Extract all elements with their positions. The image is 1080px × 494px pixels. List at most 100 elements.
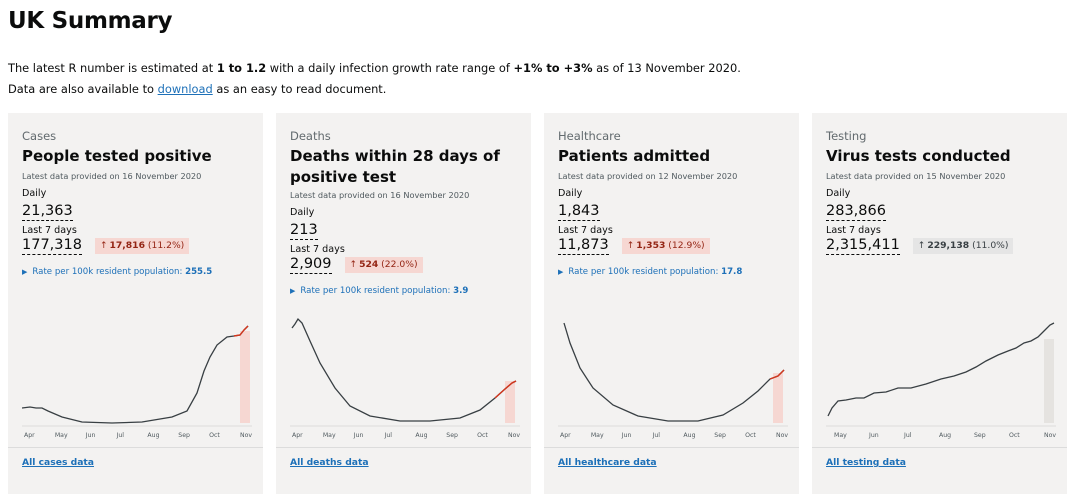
month-tick-label: Jul bbox=[116, 432, 125, 439]
trend-line bbox=[22, 325, 249, 424]
week-stat: Last 7 days 177,318 ↑ 17,816 (11.2%) bbox=[22, 225, 253, 255]
month-tick-label: Nov bbox=[508, 432, 520, 439]
download-prefix: Data are also available to bbox=[8, 82, 158, 96]
arrow-up-icon: ↑ bbox=[626, 241, 635, 251]
month-tick-label: Aug bbox=[415, 432, 427, 439]
change-value: 229,138 bbox=[927, 240, 970, 251]
recent-trend-line bbox=[233, 325, 249, 337]
rate-label: Rate per 100k resident population: bbox=[568, 267, 722, 277]
sparkline-chart: Apr May Jun Jul Aug Sep Oct Nov bbox=[22, 313, 254, 443]
card-title[interactable]: Deaths within 28 days of positive test bbox=[290, 147, 500, 186]
daily-value[interactable]: 283,866 bbox=[826, 203, 886, 221]
rate-value: 255.5 bbox=[185, 267, 213, 277]
all-data-link[interactable]: All testing data bbox=[826, 457, 906, 468]
week-label: Last 7 days bbox=[826, 225, 881, 236]
arrow-up-icon: ↑ bbox=[99, 241, 108, 251]
daily-label: Daily bbox=[22, 188, 47, 199]
expand-triangle-icon: ▶ bbox=[22, 268, 28, 276]
change-badge: ↑ 229,138 (11.0%) bbox=[912, 238, 1014, 254]
recent-trend-line bbox=[494, 380, 517, 399]
card-title[interactable]: People tested positive bbox=[22, 147, 212, 165]
month-tick-label: Oct bbox=[745, 432, 756, 439]
month-tick-label: May bbox=[55, 432, 68, 439]
month-tick-label: Sep bbox=[178, 432, 190, 439]
card-stats: Latest data provided on 16 November 2020… bbox=[290, 190, 521, 296]
month-tick-label: May bbox=[591, 432, 604, 439]
summary-card-healthcare: Healthcare Patients admitted Latest data… bbox=[544, 113, 799, 494]
arrow-up-icon: ↑ bbox=[917, 241, 926, 251]
week-label: Last 7 days bbox=[558, 225, 613, 236]
sparkline-svg: Apr May Jun Jul Aug Sep Oct Nov bbox=[290, 317, 520, 439]
month-tick-label: Nov bbox=[240, 432, 252, 439]
month-tick-label: Nov bbox=[776, 432, 788, 439]
daily-stat: Daily 1,843 bbox=[558, 188, 789, 221]
rate-value: 17.8 bbox=[721, 267, 743, 277]
change-value: 524 bbox=[359, 259, 379, 270]
summary-card-testing: Testing Virus tests conducted Latest dat… bbox=[812, 113, 1067, 494]
intro-suffix: as of 13 November 2020. bbox=[592, 61, 741, 75]
week-value[interactable]: 2,909 bbox=[290, 256, 332, 274]
r-range: 1 to 1.2 bbox=[216, 61, 267, 75]
latest-data-date: Latest data provided on 16 November 2020 bbox=[22, 171, 202, 181]
change-badge: ↑ 524 (22.0%) bbox=[344, 257, 423, 273]
change-percent: (12.9%) bbox=[668, 240, 705, 251]
download-suffix: as an easy to read document. bbox=[212, 82, 387, 96]
month-tick-label: Nov bbox=[1044, 432, 1056, 439]
month-tick-label: Apr bbox=[292, 432, 303, 439]
daily-stat: Daily 213 bbox=[290, 207, 521, 240]
rate-value: 3.9 bbox=[453, 286, 469, 296]
sparkline-svg: May Jun Jul Aug Sep Oct Nov bbox=[826, 322, 1056, 439]
month-tick-label: Jul bbox=[652, 432, 661, 439]
daily-value[interactable]: 213 bbox=[290, 222, 318, 240]
download-link[interactable]: download bbox=[157, 82, 213, 96]
rate-toggle[interactable]: ▶ Rate per 100k resident population: 3.9 bbox=[290, 286, 521, 296]
month-tick-label: Aug bbox=[147, 432, 159, 439]
week-value[interactable]: 177,318 bbox=[22, 237, 82, 255]
r-number-sentence: The latest R number is estimated at 1 to… bbox=[8, 58, 741, 79]
change-percent: (22.0%) bbox=[381, 259, 418, 270]
month-tick-label: Aug bbox=[683, 432, 695, 439]
card-title[interactable]: Patients admitted bbox=[558, 147, 711, 165]
month-tick-label: Jun bbox=[85, 432, 96, 439]
rate-toggle[interactable]: ▶ Rate per 100k resident population: 255.… bbox=[22, 267, 253, 277]
daily-value[interactable]: 1,843 bbox=[558, 203, 600, 221]
change-badge: ↑ 17,816 (11.2%) bbox=[94, 238, 190, 254]
last-7-days-highlight bbox=[1044, 339, 1054, 423]
last-7-days-highlight bbox=[505, 381, 515, 423]
daily-label: Daily bbox=[826, 188, 851, 199]
month-tick-label: Apr bbox=[24, 432, 35, 439]
month-tick-label: Sep bbox=[446, 432, 458, 439]
daily-stat: Daily 21,363 bbox=[22, 188, 253, 221]
week-value[interactable]: 11,873 bbox=[558, 237, 609, 255]
rate-label: Rate per 100k resident population: bbox=[32, 267, 186, 277]
card-category: Deaths bbox=[290, 129, 331, 143]
month-tick-label: Oct bbox=[1009, 432, 1020, 439]
card-title[interactable]: Virus tests conducted bbox=[826, 147, 1011, 165]
month-tick-label: Jun bbox=[621, 432, 632, 439]
change-badge: ↑ 1,353 (12.9%) bbox=[621, 238, 710, 254]
all-data-link[interactable]: All cases data bbox=[22, 457, 94, 468]
all-data-link[interactable]: All deaths data bbox=[290, 457, 369, 468]
trend-line bbox=[827, 322, 1055, 417]
daily-stat: Daily 283,866 bbox=[826, 188, 1057, 221]
sparkline-svg: Apr May Jun Jul Aug Sep Oct Nov bbox=[558, 322, 788, 439]
daily-label: Daily bbox=[290, 207, 315, 218]
last-7-days-highlight bbox=[240, 331, 250, 423]
month-tick-label: Oct bbox=[477, 432, 488, 439]
card-category: Healthcare bbox=[558, 129, 621, 143]
growth-range: +1% to +3% bbox=[513, 61, 593, 75]
arrow-up-icon: ↑ bbox=[349, 260, 358, 270]
month-tick-label: Jul bbox=[384, 432, 393, 439]
intro-prefix: The latest R number is estimated at bbox=[8, 61, 217, 75]
week-value[interactable]: 2,315,411 bbox=[826, 237, 900, 255]
rate-toggle[interactable]: ▶ Rate per 100k resident population: 17.8 bbox=[558, 267, 789, 277]
change-value: 17,816 bbox=[109, 240, 145, 251]
card-divider bbox=[544, 447, 799, 448]
all-data-link[interactable]: All healthcare data bbox=[558, 457, 657, 468]
trend-line bbox=[291, 317, 517, 422]
card-stats: Latest data provided on 12 November 2020… bbox=[558, 171, 789, 277]
month-tick-label: Jun bbox=[868, 432, 879, 439]
week-stat: Last 7 days 11,873 ↑ 1,353 (12.9%) bbox=[558, 225, 789, 255]
daily-value[interactable]: 21,363 bbox=[22, 203, 73, 221]
card-divider bbox=[812, 447, 1067, 448]
